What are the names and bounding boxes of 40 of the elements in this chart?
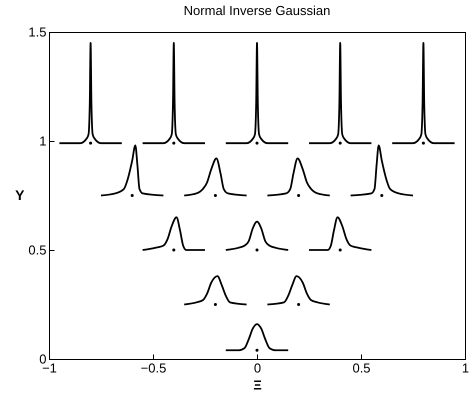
point [380,194,384,197]
x-tick-label: 1 [462,360,470,376]
y-axis-title: Υ [15,187,26,203]
point [338,248,342,252]
point [256,248,258,252]
x-tick-label: 0.5 [352,360,371,376]
line-series [100,144,164,196]
line-series [224,42,290,144]
line-series [183,158,248,196]
line-series [266,158,331,196]
x-tick-label: 0 [254,360,262,376]
line-series [142,216,206,251]
line-series [224,323,290,352]
x-axis-title: Ξ [253,378,262,392]
line-series [308,216,372,251]
line-series [266,275,331,306]
point [130,194,134,197]
line-series [58,42,123,144]
y-tick-label: 0.5 [28,242,46,258]
point [89,142,92,145]
point [214,194,217,197]
x-tick-label: −0.5 [140,360,166,376]
y-tick-label: 1 [39,134,46,148]
line-series [308,42,372,144]
point [172,142,176,145]
y-tick-label: 1.5 [28,24,46,40]
chart-title: Normal Inverse Gaussian [184,3,330,18]
point [297,303,300,306]
point [422,142,425,145]
line-series [142,42,206,144]
line-series [183,275,248,306]
line-series [350,144,414,196]
point [297,194,300,197]
line-series [391,42,456,144]
line-series [224,220,290,251]
point [256,348,258,352]
point [338,142,342,145]
point [172,248,176,252]
point [256,142,258,145]
point [214,303,217,306]
